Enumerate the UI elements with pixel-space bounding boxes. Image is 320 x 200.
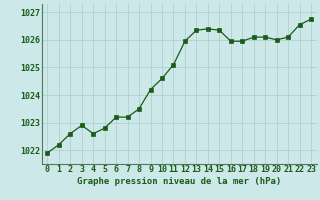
X-axis label: Graphe pression niveau de la mer (hPa): Graphe pression niveau de la mer (hPa) (77, 177, 281, 186)
